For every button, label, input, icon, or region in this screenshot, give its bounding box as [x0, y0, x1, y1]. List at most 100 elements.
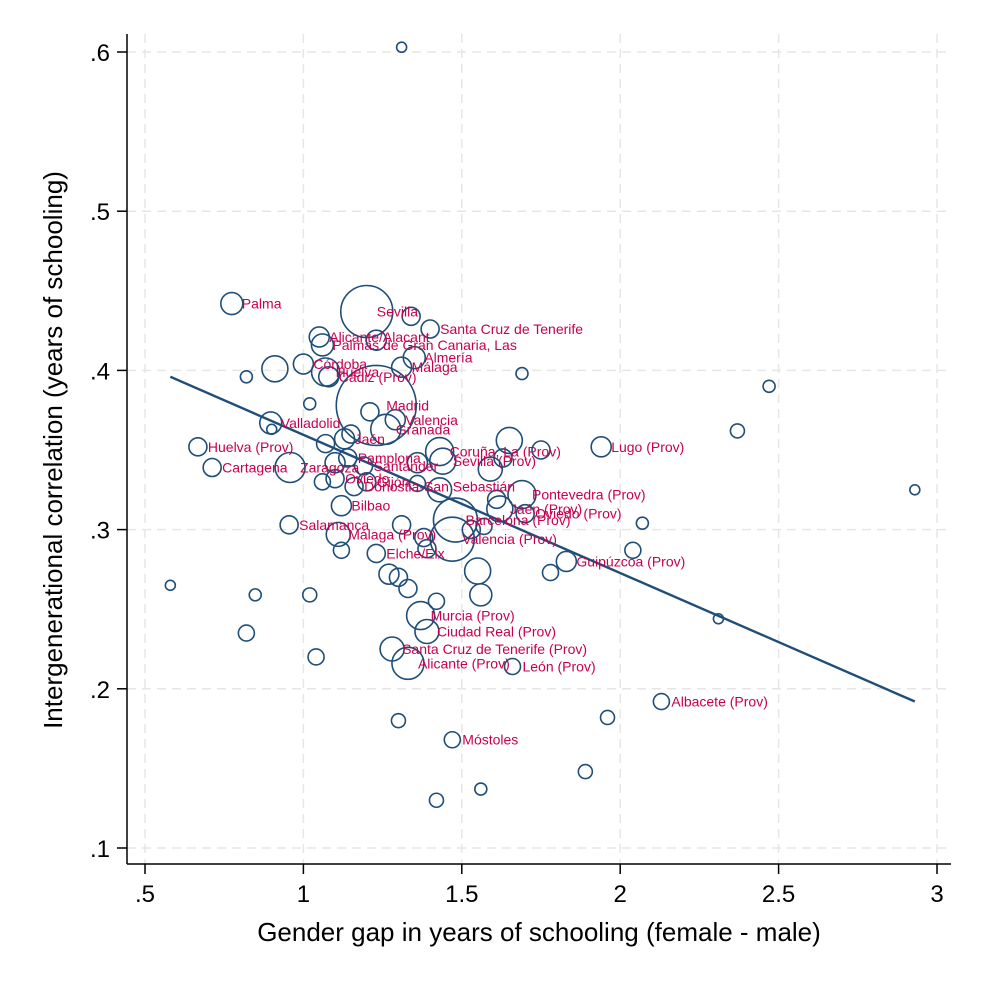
data-point-label: Valencia (Prov): [462, 531, 557, 547]
y-tick-label: .6: [90, 40, 110, 67]
data-point-label: Cádiz (Prov): [339, 369, 417, 385]
data-point-label: Zaragoza: [300, 460, 359, 476]
data-point-bubble: [424, 436, 455, 467]
data-point-bubble: [365, 329, 388, 351]
data-point-bubble: [624, 541, 642, 560]
data-point-bubble: [366, 543, 387, 564]
data-point-label: Salamanca: [299, 517, 369, 533]
data-point-label: Gijón: [377, 474, 410, 490]
x-tick-label: 1.5: [445, 881, 478, 908]
data-point-bubble: [652, 692, 671, 711]
data-point-bubble: [474, 782, 488, 796]
data-point-bubble: [541, 563, 560, 582]
data-point-label: Madrid: [386, 397, 429, 413]
data-point-label: Pamplona: [358, 450, 421, 466]
data-point-bubble: [315, 433, 336, 454]
data-point-label: Guipúzcoa (Prov): [576, 553, 685, 569]
data-point-bubble: [414, 618, 440, 645]
y-tick-label: .5: [90, 199, 110, 226]
grid-lines: [127, 34, 951, 864]
data-point-bubble: [324, 451, 346, 474]
data-point-bubble: [762, 379, 776, 394]
data-point-bubble: [378, 563, 400, 585]
data-point-bubble: [391, 515, 412, 535]
data-point-bubble: [429, 516, 476, 562]
data-point-bubble: [515, 503, 535, 524]
data-point-bubble: [443, 730, 462, 749]
data-point-bubble: [729, 423, 746, 439]
data-point-label: Elche/Elx: [386, 545, 444, 561]
data-point-label: Sevilla: [377, 303, 418, 319]
y-tick-label: .3: [90, 518, 110, 545]
data-point-bubble: [301, 587, 318, 603]
data-point-bubble: [398, 578, 418, 599]
data-point-bubble: [635, 516, 650, 531]
data-point-label: Murcia (Prov): [431, 608, 515, 624]
data-point-label: Sevilla (Prov): [453, 453, 536, 469]
data-point-bubble: [531, 440, 551, 460]
data-point-bubble: [307, 648, 325, 666]
x-tick-label: 3: [930, 881, 943, 908]
data-point-label: Valencia: [405, 412, 458, 428]
data-point-bubble: [486, 489, 507, 510]
data-point-bubble: [391, 646, 425, 681]
data-point-bubble: [325, 468, 345, 489]
data-point-bubble: [384, 408, 407, 431]
data-point-bubble: [401, 306, 421, 327]
data-point-bubble: [239, 369, 254, 384]
data-point-bubble: [274, 451, 306, 484]
data-point-bubble: [395, 41, 408, 54]
data-point-bubble: [202, 457, 222, 478]
data-point-label: Granada: [396, 421, 451, 437]
data-point-label: Cartagena: [222, 460, 288, 476]
point-label-layer: Palma Sevilla Santa Cruz de Tenerife Alican…: [208, 296, 768, 748]
fit-line-layer: [169, 375, 916, 703]
data-point-bubble: [356, 472, 377, 492]
data-point-bubble: [353, 456, 374, 476]
data-point-bubble: [417, 538, 437, 559]
data-point-bubble: [909, 483, 921, 496]
data-point-bubble: [420, 319, 440, 339]
data-point-bubble: [220, 291, 244, 316]
data-point-bubble: [261, 355, 289, 383]
y-tick-label: .2: [90, 677, 110, 704]
data-point-bubble: [390, 356, 413, 379]
data-point-bubble: [265, 423, 278, 436]
data-point-bubble: [325, 521, 352, 548]
data-point-bubble: [428, 447, 457, 475]
data-point-bubble: [237, 624, 256, 642]
data-point-bubble: [292, 353, 315, 375]
data-point-bubble: [335, 364, 418, 447]
data-point-bubble: [507, 479, 537, 510]
fit-line: [169, 375, 916, 703]
x-tick-label: 2.5: [762, 881, 795, 908]
data-point-label: Santa Cruz de Tenerife: [440, 321, 583, 337]
data-point-bubble: [337, 448, 358, 468]
data-point-label: Málaga (Prov): [348, 526, 436, 542]
data-point-bubble: [555, 550, 578, 573]
data-point-label: León (Prov): [522, 659, 595, 675]
data-point-label: Huelva (Prov): [208, 439, 294, 455]
x-tick-label: .5: [135, 881, 155, 908]
data-point-bubble: [432, 497, 479, 543]
data-point-bubble: [599, 709, 616, 726]
data-point-label: Santander: [374, 458, 439, 474]
data-point-bubble: [495, 426, 524, 455]
data-point-bubble: [332, 541, 351, 560]
data-point-bubble: [590, 436, 612, 458]
data-point-label: Jaén: [355, 431, 385, 447]
data-point-bubble: [426, 476, 453, 503]
data-point-bubble: [390, 712, 407, 729]
data-point-bubble: [477, 456, 504, 482]
data-point-bubble: [317, 365, 340, 388]
data-point-label: Palmas de Gran Canaria, Las: [332, 337, 516, 353]
data-point-bubble: [248, 588, 263, 602]
data-point-label: Palma: [242, 296, 282, 312]
x-tick-label: 1: [297, 881, 310, 908]
bubble-layer: [164, 41, 921, 809]
data-point-bubble: [413, 527, 434, 548]
y-tick-label: .4: [90, 358, 110, 385]
data-point-label: Alicante (Prov): [418, 655, 510, 671]
